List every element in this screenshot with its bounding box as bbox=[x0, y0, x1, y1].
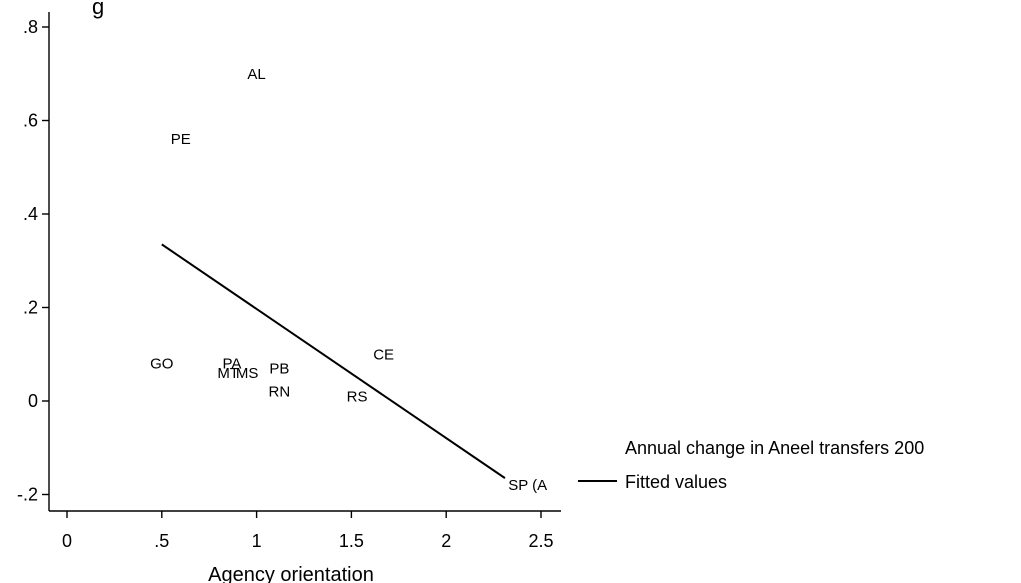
point-label-pe: PE bbox=[171, 131, 191, 148]
point-label-mt: MT bbox=[217, 365, 239, 382]
point-label-rn: RN bbox=[269, 384, 291, 401]
y-tick-label: .8 bbox=[23, 17, 38, 37]
legend-entry-fitted-values: Fitted values bbox=[625, 472, 727, 492]
fitted-line-layer bbox=[161, 243, 506, 479]
point-label-pa: PA bbox=[222, 356, 241, 373]
legend-entry-annual-change: Annual change in Aneel transfers 200 bbox=[625, 438, 924, 458]
point-label-sp-a: SP (A bbox=[508, 477, 547, 494]
x-tick-label: 2 bbox=[441, 531, 451, 551]
x-tick-label: 1.5 bbox=[339, 531, 364, 551]
y-tick-label: .2 bbox=[23, 298, 38, 318]
x-tick-label: 1 bbox=[252, 531, 262, 551]
x-axis: 0 .5 1 1.5 2 2.5 Agency orientation bbox=[49, 510, 561, 583]
y-tick-label: 0 bbox=[28, 391, 38, 411]
point-label-go: GO bbox=[150, 356, 173, 373]
y-axis: -.2 0 .2 .4 .6 .8 bbox=[17, 12, 50, 511]
point-label-ms: MS bbox=[236, 365, 259, 382]
x-tick-label: 2.5 bbox=[528, 531, 553, 551]
point-label-ce: CE bbox=[373, 346, 394, 363]
x-tick-label: 0 bbox=[62, 531, 72, 551]
y-tick-label: .6 bbox=[23, 111, 38, 131]
top-label-fragment: g bbox=[92, 0, 104, 19]
point-label-pb: PB bbox=[269, 360, 289, 377]
fitted-values-line bbox=[161, 243, 506, 479]
y-tick-label: -.2 bbox=[17, 485, 38, 505]
y-tick-label: .4 bbox=[23, 204, 38, 224]
legend: Annual change in Aneel transfers 200 Fit… bbox=[578, 438, 924, 492]
x-tick-label: .5 bbox=[154, 531, 169, 551]
point-label-al: AL bbox=[247, 66, 265, 83]
point-label-rs: RS bbox=[347, 388, 368, 405]
x-axis-title: Agency orientation bbox=[208, 564, 374, 583]
